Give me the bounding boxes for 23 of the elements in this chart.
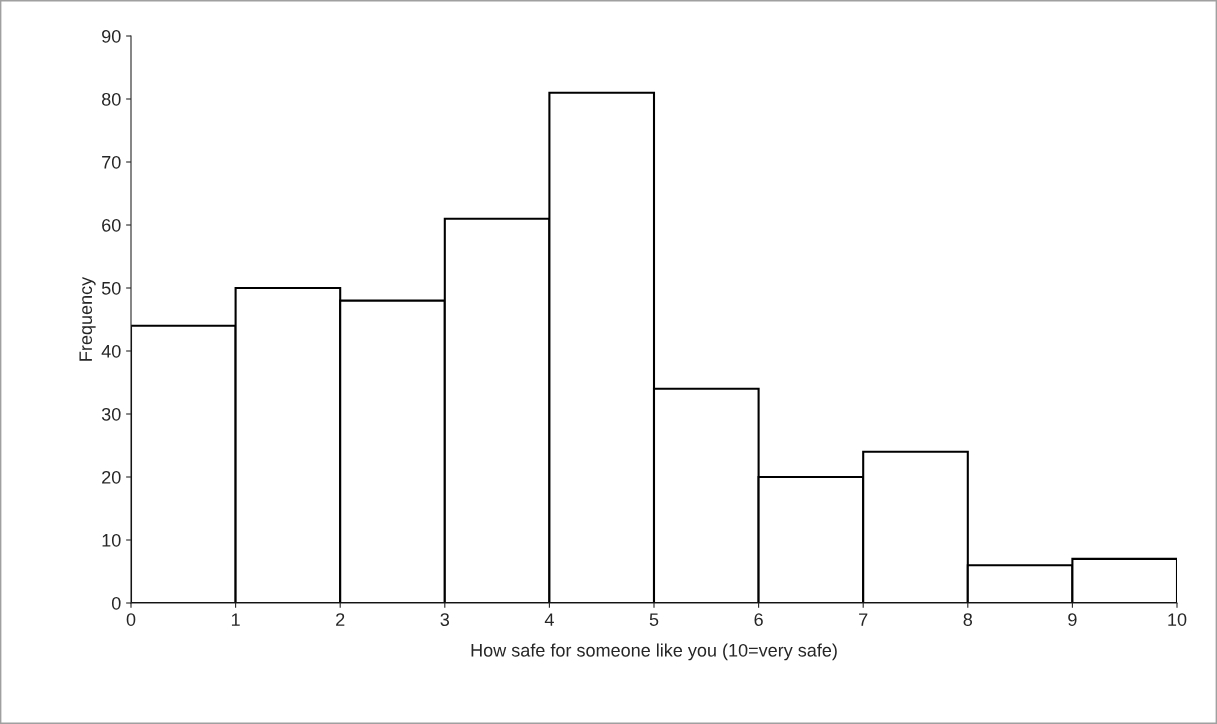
y-axis-title: Frequency — [79, 276, 96, 361]
x-tick-label: 1 — [231, 613, 240, 626]
y-tick-label: 60 — [102, 218, 121, 232]
x-tick-label: 2 — [336, 613, 345, 626]
y-tick-label: 10 — [102, 533, 121, 547]
x-tick-label: 3 — [440, 613, 450, 626]
y-tick-label: 0 — [111, 596, 121, 610]
y-tick-label: 40 — [101, 344, 121, 358]
x-tick-label: 9 — [1068, 613, 1077, 626]
x-tick-label: 5 — [649, 613, 659, 626]
x-tick-label: 7 — [859, 613, 868, 626]
y-tick-label: 50 — [101, 281, 121, 295]
x-tick-label: 10 — [1168, 613, 1187, 626]
y-tick-label: 70 — [102, 155, 121, 169]
y-tick-label: 20 — [102, 470, 121, 484]
x-tick-label: 4 — [544, 613, 554, 626]
x-tick-label: 0 — [126, 613, 136, 626]
x-tick-label: 8 — [963, 613, 973, 626]
y-tick-label: 30 — [101, 407, 121, 421]
y-tick-label: 90 — [102, 29, 121, 43]
y-tick-label: 80 — [101, 92, 121, 106]
x-axis-title: How safe for someone like you (10=very safe) — [471, 643, 837, 661]
x-tick-label: 6 — [754, 613, 763, 626]
